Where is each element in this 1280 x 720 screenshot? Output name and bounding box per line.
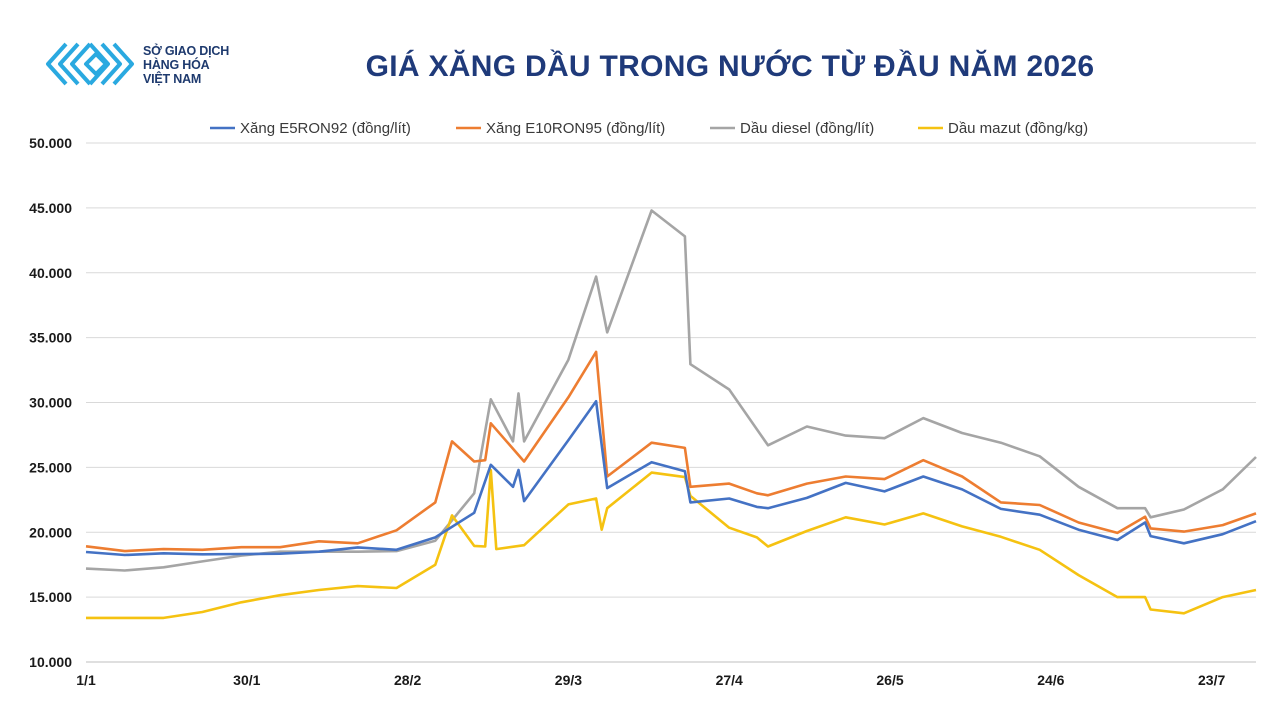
y-tick-label: 15.000: [29, 589, 72, 605]
y-tick-label: 50.000: [29, 135, 72, 151]
logo-text: SỞ GIAO DỊCH HÀNG HÓA VIỆT NAM: [143, 44, 229, 86]
y-tick-label: 25.000: [29, 459, 72, 475]
x-tick-label: 27/4: [716, 672, 743, 688]
legend-label: Xăng E10RON95 (đồng/lít): [486, 120, 665, 137]
logo-line-2: HÀNG HÓA: [143, 58, 210, 72]
x-axis-ticks: 1/1 30/1 28/2 29/3 27/4 26/5 24/6 23/7: [76, 672, 1225, 688]
logo-line-3: VIỆT NAM: [143, 72, 202, 86]
series-line-2: [85, 350, 1257, 553]
y-tick-label: 40.000: [29, 265, 72, 281]
x-tick-label: 29/3: [555, 672, 582, 688]
series-lines: [85, 209, 1257, 620]
series-line-1: [85, 399, 1257, 557]
x-tick-label: 1/1: [76, 672, 96, 688]
series-line-4: [86, 468, 1257, 620]
x-tick-label: 28/2: [394, 672, 421, 688]
legend-label: Dầu mazut (đồng/kg): [948, 120, 1088, 137]
y-tick-label: 20.000: [29, 524, 72, 540]
y-tick-label: 35.000: [29, 330, 72, 346]
y-tick-label: 45.000: [29, 200, 72, 216]
legend-label: Dầu diesel (đồng/lít): [740, 120, 874, 137]
legend-label: Xăng E5RON92 (đồng/lít): [240, 120, 411, 137]
chart-title: GIÁ XĂNG DẦU TRONG NƯỚC TỪ ĐẦU NĂM 2026: [365, 50, 1095, 83]
y-axis-ticks: 10.000 15.000 20.000 25.000 30.000 35.000 40.0…: [29, 135, 72, 670]
x-tick-label: 26/5: [876, 672, 903, 688]
logo-mark-icon: [46, 42, 134, 86]
x-tick-label: 30/1: [233, 672, 260, 688]
brand-logo: SỞ GIAO DỊCH HÀNG HÓA VIỆT NAM: [44, 40, 244, 96]
gridlines: [86, 142, 1256, 663]
x-tick-label: 24/6: [1037, 672, 1064, 688]
y-tick-label: 10.000: [29, 654, 72, 670]
series-line-3: [85, 209, 1257, 572]
y-tick-label: 30.000: [29, 395, 72, 411]
legend: Xăng E5RON92 (đồng/lít) Xăng E10RON95 (đồ…: [210, 120, 1088, 137]
x-tick-label: 23/7: [1198, 672, 1225, 688]
logo-line-1: SỞ GIAO DỊCH: [143, 44, 230, 58]
